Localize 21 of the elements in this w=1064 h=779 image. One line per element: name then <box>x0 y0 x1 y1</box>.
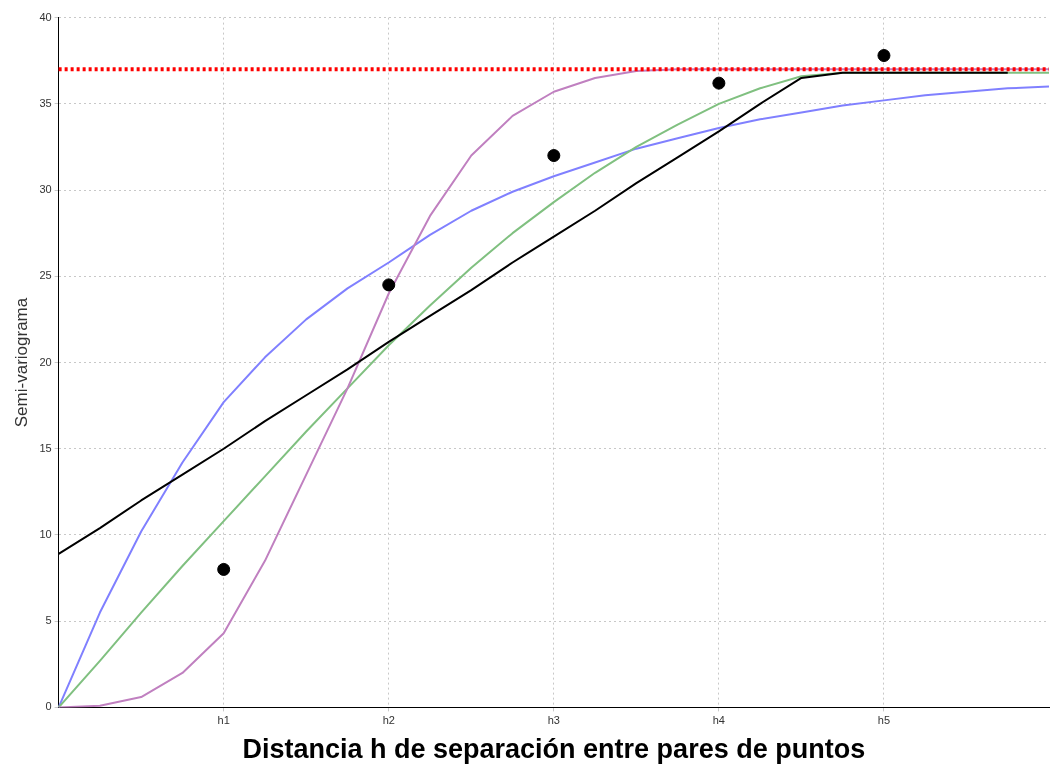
y-tick-label: 35 <box>39 96 52 109</box>
y-tick-label: 5 <box>45 614 52 627</box>
x-tick-label: h4 <box>712 714 725 727</box>
point <box>712 76 726 90</box>
point <box>217 562 231 576</box>
y-tick-label: 30 <box>39 183 52 196</box>
y-tick-label: 40 <box>39 10 52 23</box>
point <box>547 149 561 163</box>
y-tick-label: 25 <box>39 269 52 282</box>
point <box>382 278 396 292</box>
y-tick-label: 20 <box>39 355 52 368</box>
x-tick-label: h2 <box>382 714 395 727</box>
y-tick-label: 0 <box>45 700 52 713</box>
x-tick-label: h3 <box>547 714 560 727</box>
x-axis-title: Distancia h de separación entre pares de puntos <box>242 734 866 765</box>
y-axis-title: Semi-variograma <box>11 297 31 428</box>
y-tick-label: 15 <box>39 441 52 454</box>
x-tick-label: h5 <box>877 714 891 727</box>
y-tick-label: 10 <box>39 527 52 540</box>
point <box>877 49 891 63</box>
x-tick-label: h1 <box>217 714 230 727</box>
